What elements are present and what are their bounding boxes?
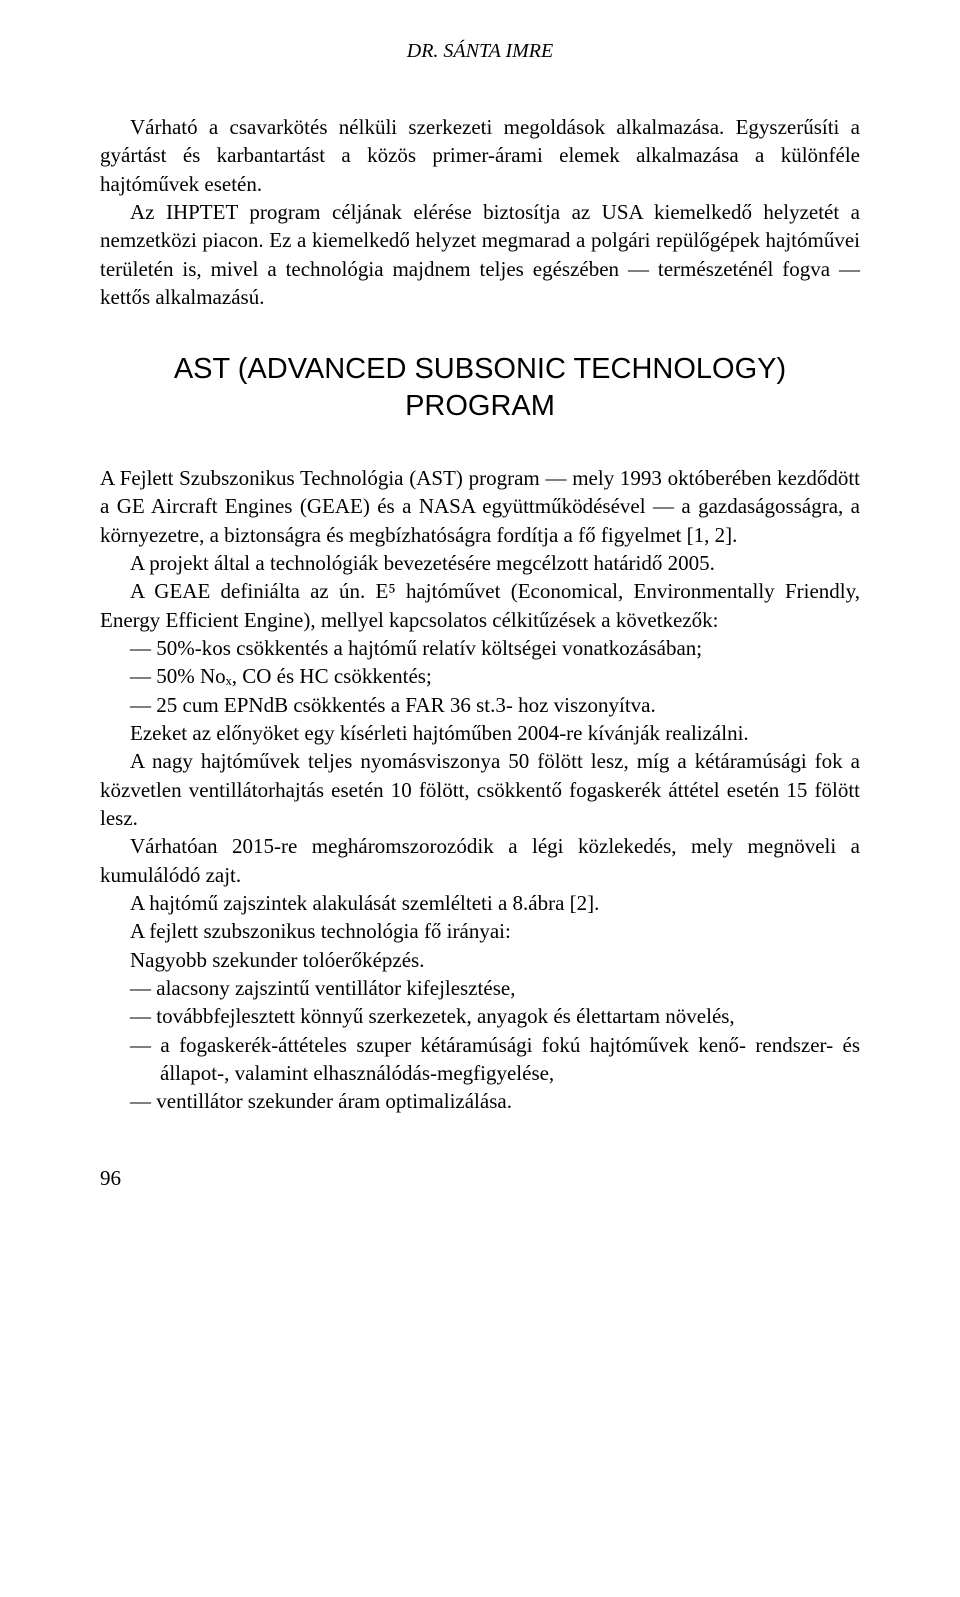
bullet-item-5: — továbbfejlesztett könnyű szerkezetek, … [100,1002,860,1030]
bullet-item-3: — 25 cum EPNdB csökkentés a FAR 36 st.3-… [100,691,860,719]
section-paragraph-2: A projekt által a technológiák bevezetés… [100,549,860,577]
bullet-item-4: — alacsony zajszintű ventillátor kifejle… [100,974,860,1002]
section-paragraph-8: A fejlett szubszonikus technológia fő ir… [100,917,860,945]
section-paragraph-1: A Fejlett Szubszonikus Technológia (AST)… [100,464,860,549]
section-paragraph-6: Várhatóan 2015-re megháromszorozódik a l… [100,832,860,889]
page-number: 96 [100,1166,860,1191]
section-paragraph-5: A nagy hajtóművek teljes nyomásviszonya … [100,747,860,832]
section-paragraph-3: A GEAE definiálta az ún. E⁵ hajtóművet (… [100,577,860,634]
section-paragraph-7: A hajtómű zajszintek alakulását szemlélt… [100,889,860,917]
bullet-item-6: — a fogaskerék-áttételes szuper kétáramú… [100,1031,860,1088]
section-paragraph-4: Ezeket az előnyöket egy kísérleti hajtóm… [100,719,860,747]
intro-paragraph-1: Várható a csavarkötés nélküli szerkezeti… [100,113,860,198]
page-header-author: DR. SÁNTA IMRE [100,40,860,63]
bullet-item-7: — ventillátor szekunder áram optimalizál… [100,1087,860,1115]
intro-paragraph-2: Az IHPTET program céljának elérése bizto… [100,198,860,311]
bullet-item-2: — 50% Noₓ, CO és HC csökkentés; [100,662,860,690]
section-title: AST (ADVANCED SUBSONIC TECHNOLOGY) PROGR… [100,351,860,424]
bullet-item-1: — 50%-kos csökkentés a hajtómű relatív k… [100,634,860,662]
section-paragraph-9: Nagyobb szekunder tolóerőképzés. [100,946,860,974]
